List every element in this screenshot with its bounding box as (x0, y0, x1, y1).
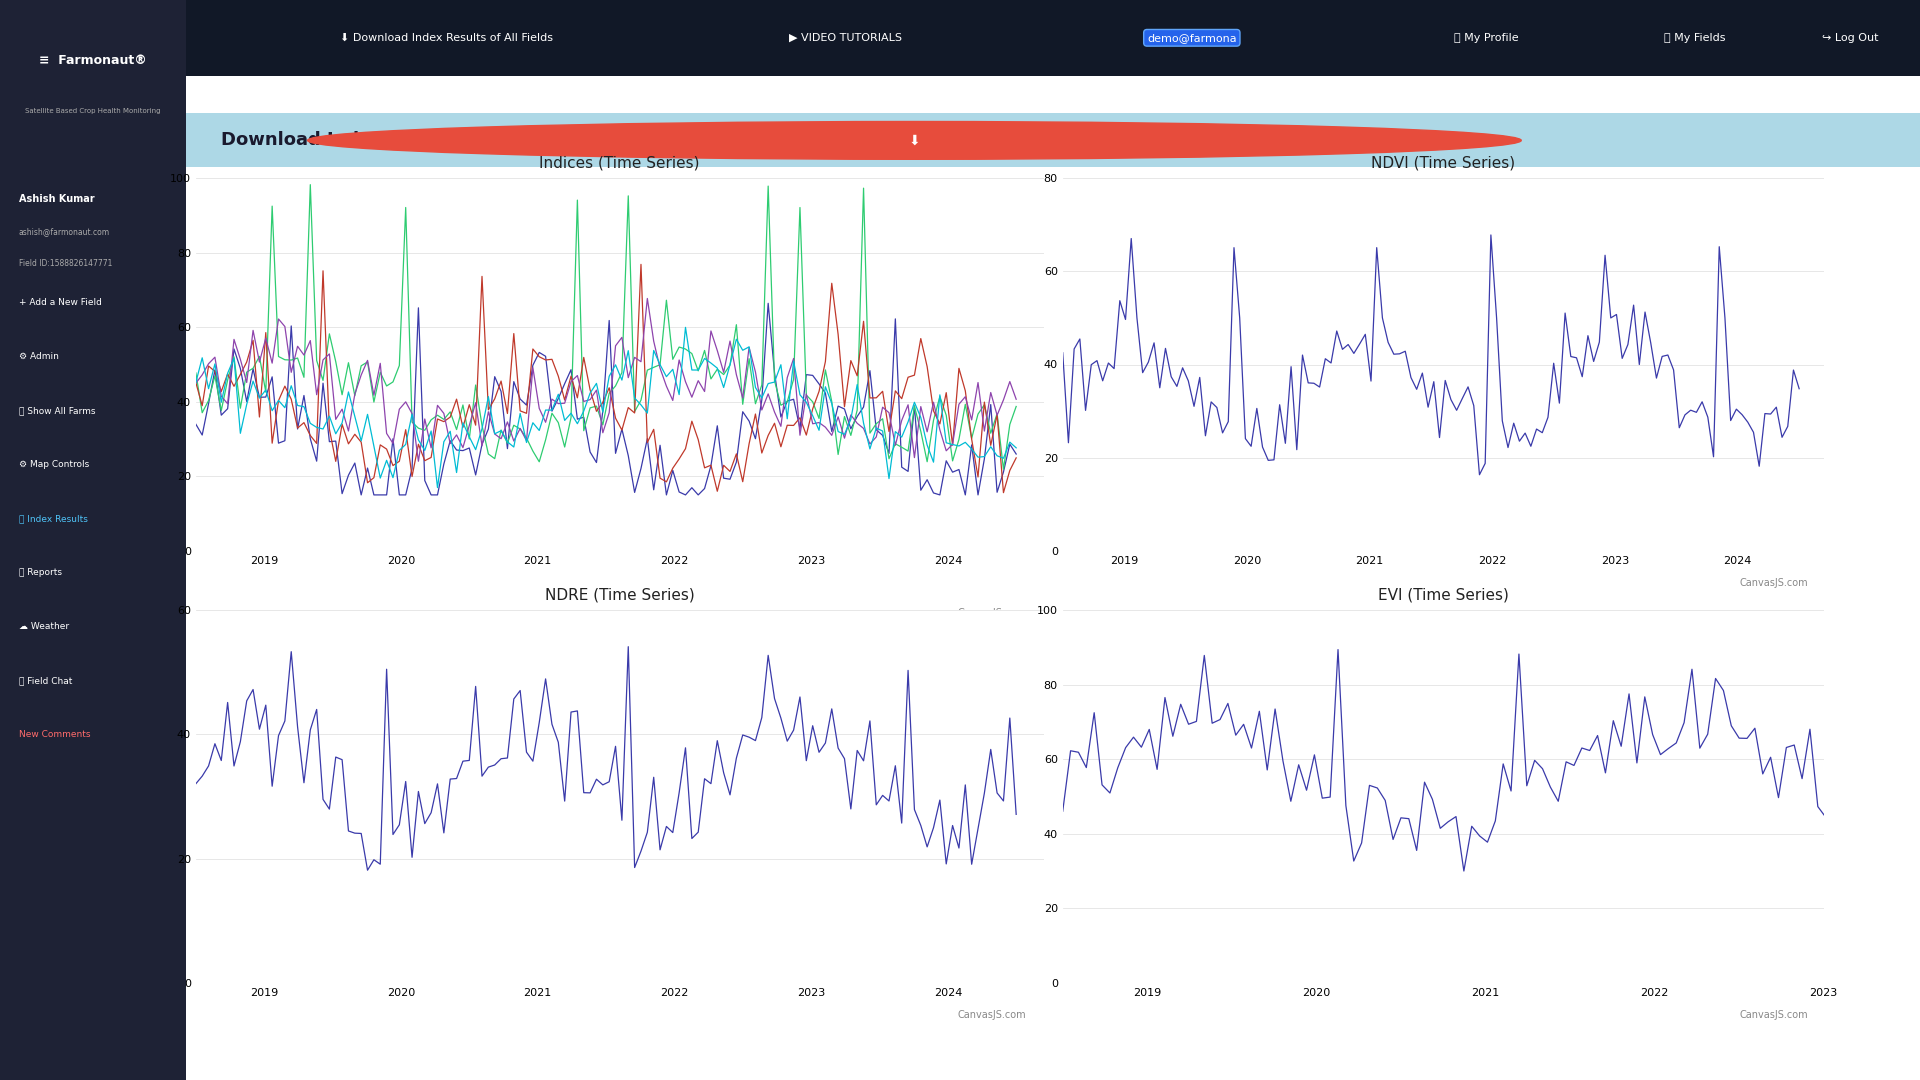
Title: EVI (Time Series): EVI (Time Series) (1379, 588, 1509, 602)
Line: EVI: EVI (196, 185, 1016, 470)
NDVI (540, 405, 563, 418)
Text: Field ID:1588826147771: Field ID:1588826147771 (19, 259, 111, 268)
Text: ≡  Farmonaut®: ≡ Farmonaut® (38, 54, 148, 67)
NDRE (534, 353, 557, 366)
EVI (184, 366, 207, 379)
EVI (413, 423, 436, 436)
Text: 📊 Index Results: 📊 Index Results (19, 514, 88, 523)
NDRE (611, 423, 634, 436)
NDRE (184, 376, 207, 389)
NDVI (616, 449, 639, 462)
Text: Satellite Based Crop Health Monitoring: Satellite Based Crop Health Monitoring (25, 108, 161, 114)
Line: NDRE: NDRE (196, 265, 1016, 492)
Text: 💬 Field Chat: 💬 Field Chat (19, 676, 71, 685)
VARI (616, 372, 639, 384)
Text: CanvasJS.com: CanvasJS.com (1740, 1010, 1809, 1020)
EVI (732, 397, 755, 410)
NDVI (732, 405, 755, 418)
NDWI (184, 376, 207, 389)
Text: demo@farmona: demo@farmona (1146, 32, 1236, 43)
Line: VARI: VARI (196, 298, 1016, 461)
Text: New Comments: New Comments (19, 730, 90, 739)
EVI (1004, 400, 1027, 413)
NDRE (732, 475, 755, 488)
NDRE (1004, 451, 1027, 464)
NDVI (184, 418, 207, 431)
Title: NDVI (Time Series): NDVI (Time Series) (1371, 156, 1515, 170)
VARI (636, 292, 659, 305)
Text: ▶ VIDEO TUTORIALS: ▶ VIDEO TUTORIALS (789, 32, 902, 43)
Text: ⬇ Download Index Results of All Fields: ⬇ Download Index Results of All Fields (340, 32, 553, 43)
Text: ⚙ Admin: ⚙ Admin (19, 352, 58, 361)
NDWI (407, 433, 430, 446)
NDVI (1004, 447, 1027, 460)
NDVI (839, 422, 862, 435)
NDWI (540, 404, 563, 417)
Title: NDRE (Time Series): NDRE (Time Series) (545, 588, 695, 602)
Text: Ashish Kumar: Ashish Kumar (19, 194, 94, 204)
VARI (839, 408, 862, 421)
VARI (1004, 393, 1027, 406)
NDWI (674, 321, 697, 334)
EVI (300, 178, 323, 191)
Text: CanvasJS.com: CanvasJS.com (1740, 578, 1809, 588)
NDVI (349, 488, 372, 501)
NDVI (756, 297, 780, 310)
NDWI (801, 409, 824, 422)
Text: 🌾 My Fields: 🌾 My Fields (1665, 32, 1726, 43)
VARI (540, 393, 563, 406)
NDRE (833, 401, 856, 414)
NDVI (801, 369, 824, 382)
Line: NDWI: NDWI (196, 327, 1016, 487)
NDWI (1004, 442, 1027, 455)
Text: ⚙ Map Controls: ⚙ Map Controls (19, 460, 88, 469)
EVI (540, 407, 563, 420)
NDWI (426, 481, 449, 494)
NDWI (616, 345, 639, 357)
VARI (407, 455, 430, 468)
EVI (616, 189, 639, 202)
Legend: NDVI, EVI, NDRE, VARI, NDWI: NDVI, EVI, NDRE, VARI, NDWI (355, 608, 714, 627)
NDRE (993, 486, 1016, 499)
EVI (795, 389, 818, 402)
Text: 👤 My Profile: 👤 My Profile (1453, 32, 1519, 43)
VARI (737, 341, 760, 354)
Line: NDVI: NDVI (196, 303, 1016, 495)
NDRE (407, 437, 430, 450)
EVI (833, 410, 856, 423)
Text: ☁ Weather: ☁ Weather (19, 622, 69, 631)
Text: 🏠 Show All Farms: 🏠 Show All Farms (19, 406, 96, 415)
Title: Indices (Time Series): Indices (Time Series) (540, 156, 701, 170)
Text: CanvasJS.com: CanvasJS.com (958, 608, 1027, 618)
NDVI (413, 474, 436, 487)
VARI (184, 377, 207, 390)
VARI (801, 417, 824, 430)
VARI (413, 413, 436, 426)
NDWI (737, 340, 760, 353)
NDWI (839, 413, 862, 426)
Text: ⬇: ⬇ (908, 134, 920, 147)
Text: CanvasJS.com: CanvasJS.com (958, 1010, 1027, 1020)
NDRE (795, 429, 818, 442)
EVI (993, 463, 1016, 476)
Text: + Add a New Field: + Add a New Field (19, 298, 102, 307)
Text: Download Index Results For This Field: Download Index Results For This Field (221, 132, 607, 149)
Text: ↪ Log Out: ↪ Log Out (1822, 32, 1880, 43)
NDRE (630, 258, 653, 271)
Text: 📋 Reports: 📋 Reports (19, 568, 61, 577)
Text: ashish@farmonaut.com: ashish@farmonaut.com (19, 227, 109, 235)
Circle shape (307, 121, 1521, 159)
